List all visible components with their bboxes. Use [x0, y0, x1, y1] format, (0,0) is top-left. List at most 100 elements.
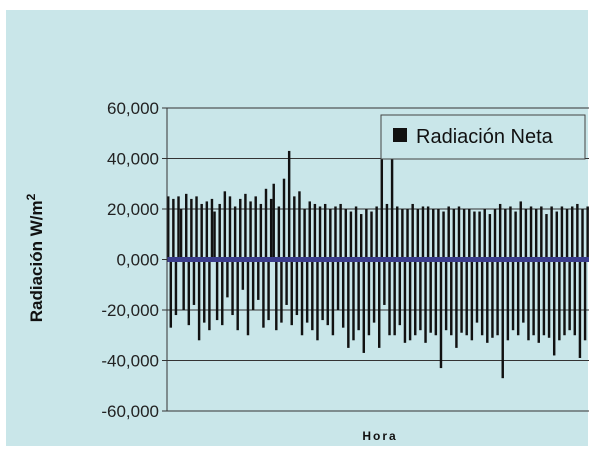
y-axis-title: Radiación W/m2: [24, 193, 46, 322]
bar: [241, 259, 245, 290]
bar: [447, 206, 450, 260]
bar: [331, 259, 335, 336]
bar: [372, 259, 376, 323]
bar: [583, 259, 587, 341]
y-tick-label: 40,000: [107, 150, 159, 169]
bar: [359, 214, 363, 260]
bar: [187, 259, 191, 326]
bar: [419, 259, 422, 331]
bar: [378, 259, 381, 348]
bar: [251, 259, 255, 310]
bar: [552, 259, 556, 356]
bar: [452, 209, 456, 260]
bar: [257, 259, 260, 300]
bar: [365, 209, 368, 260]
bar: [540, 206, 543, 260]
bar: [398, 259, 402, 326]
bar: [550, 206, 553, 260]
bar: [213, 211, 216, 260]
bar: [509, 206, 512, 260]
bar: [236, 259, 239, 331]
bar: [537, 259, 540, 343]
bar: [267, 259, 270, 321]
bar: [558, 259, 561, 341]
bar: [555, 211, 558, 260]
bar: [424, 259, 427, 343]
legend-swatch: [393, 128, 407, 142]
bar: [295, 259, 299, 316]
bar: [527, 259, 530, 341]
bar: [396, 206, 399, 260]
bar: [542, 259, 546, 336]
bar: [370, 211, 373, 260]
bar: [339, 203, 342, 260]
bar: [403, 259, 407, 343]
bar: [473, 211, 476, 260]
bar: [486, 259, 489, 343]
bar: [357, 259, 360, 331]
bar: [172, 198, 175, 260]
bar: [545, 214, 548, 260]
bar: [522, 259, 525, 323]
bar: [293, 196, 296, 260]
bar: [226, 259, 229, 298]
bar: [195, 196, 198, 260]
bar: [501, 259, 504, 379]
bar: [285, 259, 288, 305]
bar: [516, 259, 520, 336]
bar: [401, 209, 404, 260]
bar: [408, 259, 412, 341]
bar: [182, 259, 185, 310]
bar: [475, 259, 479, 323]
bar: [416, 209, 420, 260]
bar: [406, 209, 409, 260]
bar: [534, 209, 538, 260]
bar: [444, 259, 448, 331]
bar: [560, 206, 564, 260]
bar: [483, 209, 486, 260]
bar: [470, 259, 474, 341]
bar: [434, 259, 438, 336]
bar: [514, 211, 517, 260]
legend-label: Radiación Neta: [416, 126, 554, 148]
bar: [578, 259, 582, 358]
bar: [239, 198, 242, 260]
y-tick-label: 60,000: [107, 99, 159, 118]
bar: [462, 209, 466, 260]
bar: [215, 259, 219, 321]
bar: [393, 259, 396, 336]
bar: [519, 201, 522, 260]
bar: [316, 259, 319, 341]
bar: [210, 198, 214, 260]
y-tick-label: -60,000: [101, 402, 159, 421]
bar: [442, 211, 445, 260]
bar: [169, 259, 173, 328]
bar: [414, 259, 417, 336]
bar: [326, 259, 329, 326]
bar: [347, 259, 350, 348]
bar: [478, 211, 481, 260]
bar: [264, 188, 268, 260]
bar: [329, 209, 332, 260]
bar: [411, 203, 414, 260]
bar: [529, 206, 533, 260]
bar: [573, 259, 577, 336]
bar: [367, 259, 371, 336]
bar: [576, 203, 579, 260]
legend-box: [380, 114, 586, 160]
bar: [167, 196, 170, 260]
bar: [185, 193, 188, 260]
y-axis-title-superscript: 2: [24, 193, 38, 200]
bar: [300, 259, 304, 336]
bar: [581, 209, 584, 260]
bar: [352, 259, 355, 341]
bar: [277, 206, 281, 260]
bar: [426, 206, 430, 260]
bar: [565, 209, 569, 260]
bar: [308, 201, 311, 260]
bar: [457, 206, 461, 260]
bar: [498, 203, 502, 260]
bar: [375, 206, 378, 260]
bar: [272, 183, 275, 260]
